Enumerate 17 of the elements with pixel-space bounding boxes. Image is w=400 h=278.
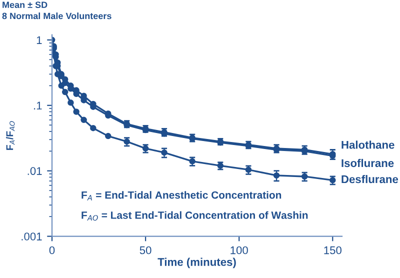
text: 8 Normal Male Volunteers xyxy=(2,12,112,20)
series-label: Halothane xyxy=(342,140,394,149)
series-label: Desflurane xyxy=(342,175,398,184)
x-tick-label: 150 xyxy=(324,246,342,254)
y-tick-label: .01 xyxy=(28,167,42,175)
y-tick-label: .1 xyxy=(34,102,42,110)
x-tick-label: 100 xyxy=(230,246,248,254)
x-tick-label: 0 xyxy=(49,246,55,254)
series-label: Isoflurane xyxy=(342,158,394,168)
text: Mean ± SD xyxy=(2,2,48,8)
x-tick-label: 50 xyxy=(140,246,152,254)
annotation: F$_{A}$ = End-Tidal Anesthetic Concentration xyxy=(82,191,282,200)
annotation: F$_{AO}$ = Last End-Tidal Concentration of Washin xyxy=(82,211,308,221)
y-tick-label: .001 xyxy=(22,232,42,240)
x-axis-title: Time (minutes) xyxy=(158,258,236,268)
y-axis-title: F$_{A}$/F$_{AO}$ xyxy=(6,121,15,150)
y-tick-label: 1 xyxy=(36,36,42,44)
